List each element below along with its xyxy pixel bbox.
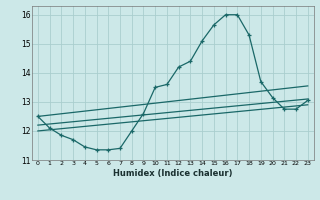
X-axis label: Humidex (Indice chaleur): Humidex (Indice chaleur) [113, 169, 233, 178]
